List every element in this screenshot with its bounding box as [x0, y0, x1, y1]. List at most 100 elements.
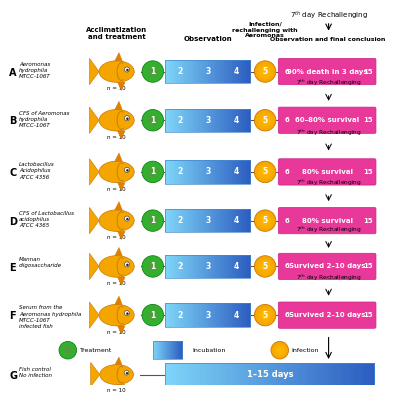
Bar: [232, 209, 234, 232]
Bar: [174, 255, 176, 278]
Bar: [239, 109, 241, 132]
Bar: [190, 109, 192, 132]
Bar: [225, 109, 227, 132]
Circle shape: [145, 63, 161, 80]
Bar: [242, 209, 244, 232]
Circle shape: [149, 217, 157, 225]
Bar: [159, 342, 160, 359]
Circle shape: [145, 307, 161, 323]
Circle shape: [273, 344, 286, 357]
Circle shape: [148, 66, 158, 77]
Bar: [238, 255, 240, 278]
Bar: [211, 109, 213, 132]
Bar: [157, 342, 158, 359]
Bar: [224, 303, 226, 327]
Bar: [191, 255, 193, 278]
Bar: [228, 255, 230, 278]
Bar: [182, 160, 184, 184]
Bar: [256, 363, 260, 386]
Bar: [166, 363, 170, 386]
Bar: [215, 303, 217, 327]
Bar: [340, 363, 344, 386]
Bar: [187, 209, 189, 232]
Bar: [180, 303, 182, 327]
Text: 80% survival: 80% survival: [302, 169, 353, 175]
Bar: [172, 342, 173, 359]
Bar: [354, 363, 358, 386]
Bar: [184, 209, 186, 232]
Bar: [347, 363, 350, 386]
Polygon shape: [115, 52, 122, 61]
Bar: [238, 60, 240, 83]
Bar: [212, 60, 214, 83]
Bar: [163, 342, 164, 359]
Bar: [360, 363, 364, 386]
Bar: [243, 109, 245, 132]
Bar: [236, 160, 238, 184]
Bar: [182, 109, 184, 132]
Text: 90% death in 3 days: 90% death in 3 days: [287, 69, 368, 74]
Bar: [208, 109, 210, 132]
Bar: [232, 363, 236, 386]
Bar: [308, 363, 312, 386]
Bar: [184, 255, 186, 278]
Circle shape: [271, 342, 288, 359]
Bar: [201, 303, 203, 327]
Text: 7$^{th}$ day Rechallenging: 7$^{th}$ day Rechallenging: [296, 225, 362, 235]
Bar: [231, 303, 232, 327]
Bar: [243, 160, 245, 184]
Bar: [190, 209, 192, 232]
Bar: [248, 209, 250, 232]
Bar: [180, 109, 182, 132]
Bar: [190, 60, 192, 83]
Text: 6: 6: [284, 217, 289, 224]
Circle shape: [257, 63, 273, 80]
Bar: [167, 209, 169, 232]
Text: 1: 1: [150, 167, 156, 177]
Bar: [235, 109, 237, 132]
Bar: [164, 342, 166, 359]
Bar: [182, 60, 184, 83]
Circle shape: [257, 112, 273, 128]
Bar: [206, 209, 208, 232]
Bar: [192, 303, 194, 327]
Bar: [159, 342, 160, 359]
Bar: [178, 160, 180, 184]
Bar: [185, 255, 187, 278]
Text: 2: 2: [177, 310, 182, 320]
Text: Acclimatization
and treatment: Acclimatization and treatment: [86, 27, 147, 40]
Bar: [245, 209, 247, 232]
Bar: [214, 303, 216, 327]
Bar: [200, 303, 201, 327]
Circle shape: [66, 348, 70, 352]
Bar: [224, 209, 226, 232]
Bar: [219, 160, 221, 184]
Bar: [209, 209, 211, 232]
Bar: [225, 160, 227, 184]
Bar: [185, 303, 187, 327]
Circle shape: [126, 69, 129, 71]
Bar: [219, 255, 221, 278]
Bar: [166, 160, 250, 184]
Polygon shape: [118, 131, 125, 139]
Text: 3: 3: [205, 216, 210, 225]
Bar: [170, 109, 172, 132]
Circle shape: [279, 349, 281, 351]
Text: 4: 4: [234, 262, 239, 271]
Text: 5: 5: [262, 310, 268, 320]
Bar: [176, 342, 177, 359]
Bar: [246, 303, 248, 327]
Circle shape: [150, 264, 156, 269]
Bar: [194, 160, 196, 184]
Text: 15: 15: [363, 217, 372, 224]
Text: A: A: [9, 68, 17, 78]
Bar: [166, 303, 167, 327]
Text: D: D: [9, 217, 17, 227]
Bar: [204, 160, 206, 184]
Circle shape: [149, 311, 157, 319]
Bar: [216, 209, 218, 232]
Circle shape: [149, 168, 157, 176]
Bar: [249, 255, 251, 278]
Bar: [224, 255, 226, 278]
Bar: [166, 363, 374, 386]
